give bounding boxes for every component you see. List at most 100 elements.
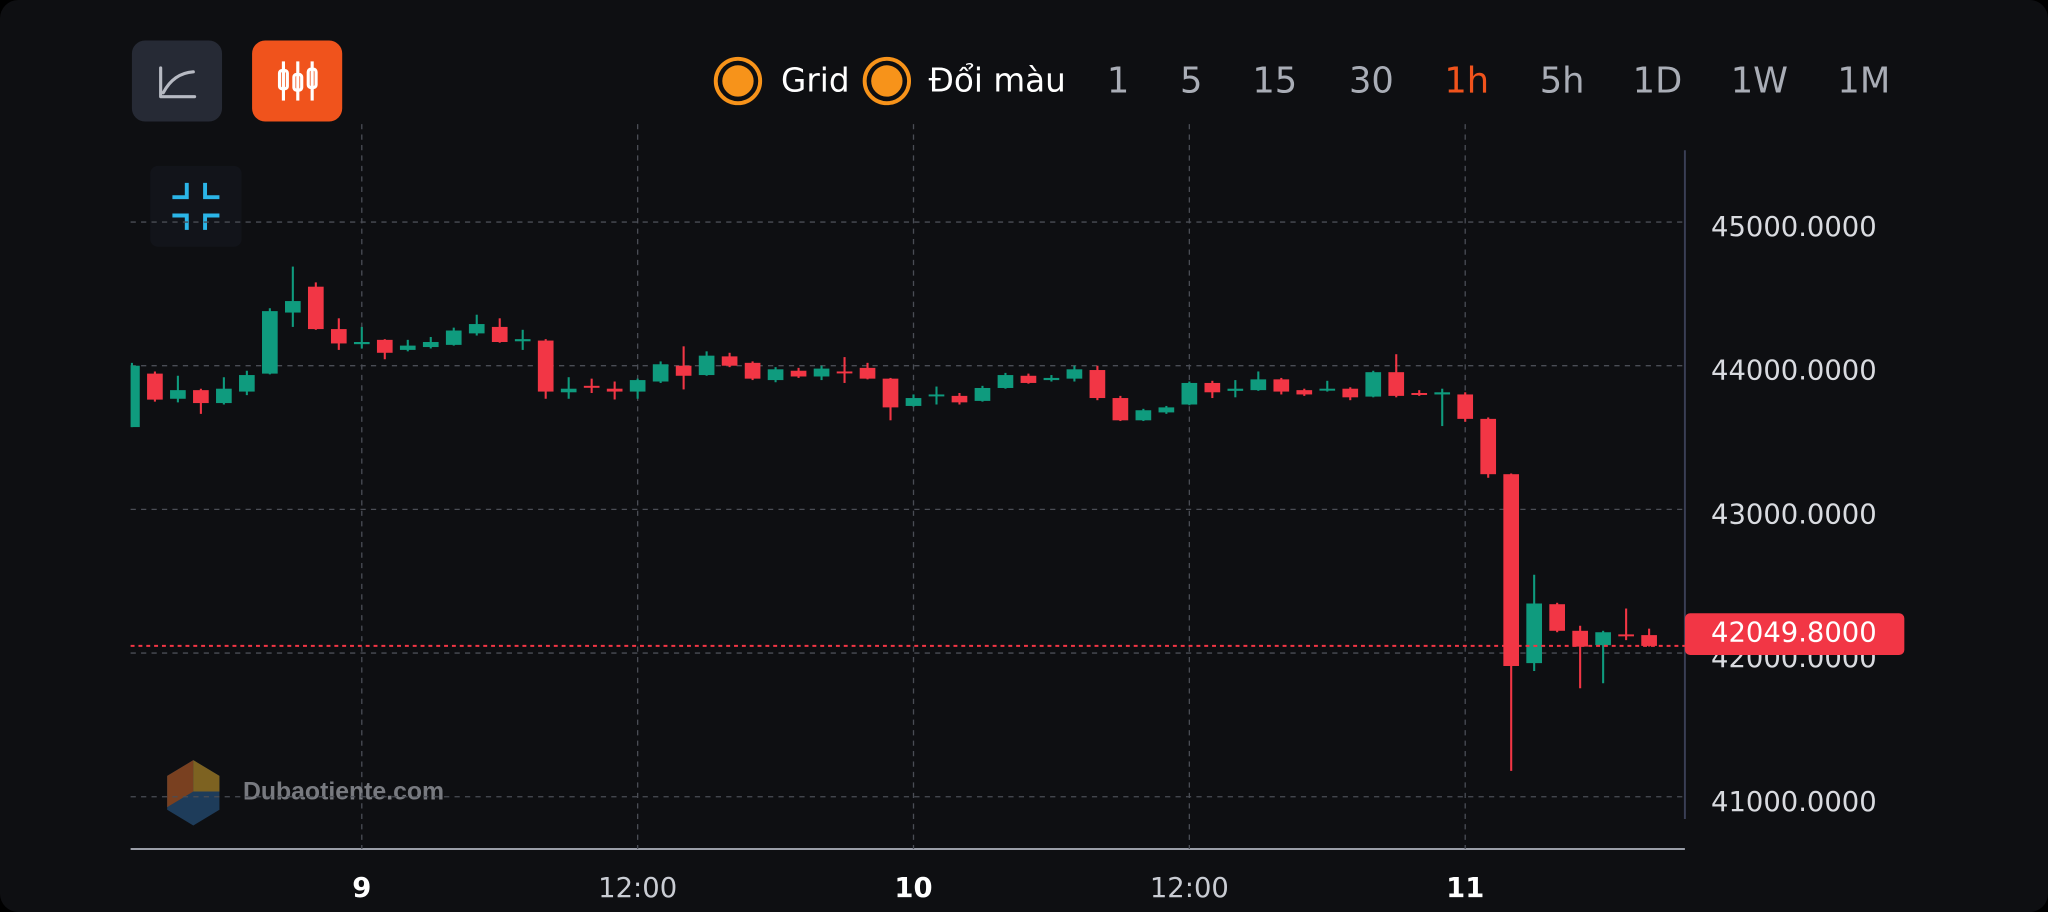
candle-body	[767, 369, 784, 381]
candle-body	[1273, 379, 1290, 392]
candle-body	[307, 286, 324, 330]
candle-body	[330, 329, 347, 344]
candle-body	[1043, 377, 1060, 381]
candle-body	[1319, 388, 1336, 391]
color-toggle[interactable]: Đổi màu	[862, 56, 1066, 106]
candle-body	[1641, 635, 1657, 646]
candle-body	[721, 356, 738, 366]
candle-body	[905, 398, 922, 406]
x-tick-label: 11	[1446, 873, 1484, 904]
candle-body	[193, 390, 209, 404]
timeframe-button[interactable]: 30	[1349, 60, 1394, 101]
candle-body	[216, 388, 232, 404]
timeframe-button[interactable]: 15	[1252, 60, 1297, 101]
candle-body	[1135, 410, 1152, 421]
candle-body	[1204, 382, 1221, 393]
current-price-box	[1684, 613, 1905, 656]
y-tick-label: 41000.0000	[1711, 787, 1877, 818]
candle-body	[951, 395, 968, 403]
x-tick-label: 12:00	[598, 873, 677, 904]
candle-body	[1457, 394, 1474, 419]
candle-body	[170, 390, 186, 399]
candle-body	[147, 373, 163, 400]
candles	[130, 266, 1657, 771]
overlay: 41000.000042000.000043000.000044000.0000…	[130, 212, 1905, 818]
candle-body	[1618, 634, 1634, 637]
timeframe-button[interactable]: 1M	[1837, 60, 1890, 101]
timeframe-button[interactable]: 1h	[1444, 60, 1489, 101]
current-price-label: 42049.8000	[1711, 618, 1877, 649]
candle-body	[1503, 474, 1520, 666]
toggle-label: Đổi màu	[929, 61, 1066, 99]
candle-body	[1020, 375, 1037, 383]
timeframe-button[interactable]: 1D	[1633, 60, 1683, 101]
candle-body	[1227, 388, 1244, 391]
candle-body	[1066, 369, 1083, 379]
candle-body	[813, 368, 830, 377]
candle-body	[560, 388, 577, 393]
candle-body	[790, 370, 807, 377]
candle-body	[1250, 379, 1267, 391]
candle-body	[422, 342, 439, 348]
candle-body	[606, 388, 623, 392]
candle-body	[1411, 393, 1428, 395]
candle-body	[262, 311, 278, 374]
timeframe-button[interactable]: 5	[1180, 60, 1202, 101]
candle-body	[1158, 407, 1175, 413]
candle-body	[836, 371, 853, 374]
candle-body	[1549, 604, 1565, 631]
candle-body	[1181, 382, 1198, 405]
candle-body	[514, 339, 531, 342]
timeframe-button[interactable]: 5h	[1540, 60, 1585, 101]
candle-body	[859, 367, 876, 379]
candle-body	[376, 339, 393, 353]
watermark-text: Dubaotiente.com	[243, 778, 444, 805]
candle-body	[698, 355, 715, 376]
candle-body	[974, 387, 991, 401]
timeframe-button[interactable]: 1	[1107, 60, 1129, 101]
y-tick-label: 43000.0000	[1711, 499, 1877, 530]
fullscreen-exit[interactable]	[150, 165, 242, 247]
candle-body	[1526, 603, 1543, 664]
candle-body	[239, 375, 255, 392]
line-chart-button[interactable]	[131, 40, 223, 122]
x-tick-label: 9	[352, 873, 371, 904]
watermark: Dubaotiente.com	[167, 760, 444, 826]
candle-body	[1434, 392, 1451, 395]
candle-body	[468, 324, 485, 334]
y-tick-label: 44000.0000	[1711, 356, 1877, 387]
candle-body	[882, 378, 899, 408]
candle-body	[1342, 388, 1359, 398]
grid	[130, 124, 1685, 849]
timeframe-button[interactable]: 1W	[1731, 60, 1788, 101]
candle-body	[130, 365, 140, 428]
candle-body	[1572, 630, 1588, 647]
candle-body	[583, 385, 600, 388]
candle-body	[1296, 390, 1313, 395]
grid-toggle[interactable]: Grid	[713, 56, 850, 106]
candle-body	[1365, 372, 1382, 397]
toggle-label: Grid	[781, 61, 850, 99]
candle-body	[744, 362, 761, 379]
candle-body	[997, 375, 1014, 388]
candle-body	[445, 330, 462, 345]
candle-body	[652, 364, 669, 382]
x-tick-label: 10	[894, 873, 932, 904]
candle-body	[928, 394, 945, 397]
candle-body	[1388, 372, 1405, 396]
candle-body	[1480, 418, 1497, 475]
candle-body	[629, 380, 646, 392]
candle-body	[537, 340, 554, 392]
y-tick-label: 45000.0000	[1711, 212, 1877, 243]
x-tick-label: 12:00	[1150, 873, 1229, 904]
candle-body	[1595, 632, 1611, 646]
candle-body	[1089, 370, 1106, 399]
candle-body	[284, 301, 301, 313]
candle-chart-button[interactable]	[252, 40, 343, 122]
candle-body	[399, 345, 416, 350]
candle-body	[353, 342, 370, 345]
candle-body	[1112, 398, 1129, 421]
candle-body	[675, 365, 692, 376]
